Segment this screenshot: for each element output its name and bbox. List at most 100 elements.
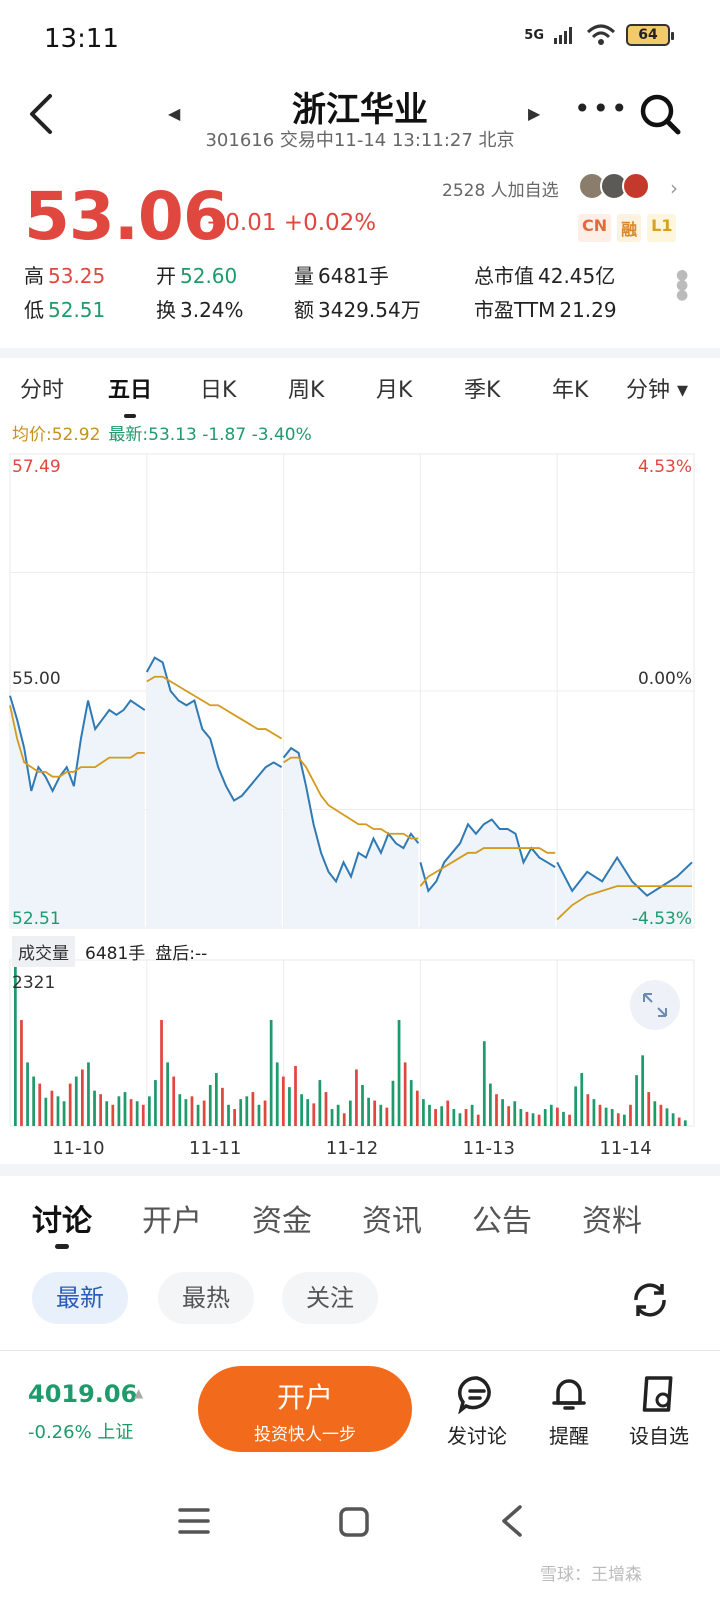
volume-bar [580, 1073, 584, 1126]
tab-five-day[interactable]: 五日 [108, 372, 152, 418]
volume-bar [227, 1104, 230, 1126]
index-change[interactable]: -0.26% 上证 [28, 1422, 134, 1443]
volume-bar [111, 1104, 115, 1126]
tab-funds[interactable]: 资金 [252, 1204, 312, 1239]
volume-bar [653, 1101, 657, 1126]
volume-bar [440, 1106, 444, 1126]
x-axis-labels: 11-10 11-11 11-12 11-13 11-14 [52, 1138, 652, 1159]
stat-value: 3.24% [180, 298, 244, 322]
tab-yearly-k[interactable]: 年K [552, 378, 589, 403]
watcher-avatars[interactable] [578, 172, 650, 200]
pct-label-bottom: -4.53% [632, 909, 692, 929]
nav-back-icon[interactable] [498, 1504, 526, 1538]
tab-minute[interactable]: 分钟 ▾ [626, 378, 689, 403]
post-discussion-label: 发讨论 [447, 1424, 507, 1448]
prev-stock-icon[interactable]: ◀ [168, 104, 181, 123]
volume-bar [123, 1092, 127, 1126]
tab-announcements[interactable]: 公告 [472, 1204, 532, 1239]
tab-monthly-k[interactable]: 月K [376, 378, 413, 403]
tab-profile[interactable]: 资料 [582, 1204, 642, 1239]
stat-value: 53.25 [48, 264, 106, 288]
average-line [146, 675, 283, 740]
volume-bar [549, 1104, 553, 1126]
average-line [419, 847, 556, 887]
volume-bar [318, 1080, 322, 1126]
stat-value: 3429.54万 [318, 298, 421, 322]
menu-icon[interactable] [178, 1506, 210, 1536]
volume-bar [306, 1099, 310, 1126]
volume-bar [428, 1104, 431, 1126]
volume-bar [93, 1090, 96, 1126]
tab-open-account[interactable]: 开户 [142, 1204, 202, 1239]
network-label: 5G [524, 27, 544, 43]
back-arrow-icon[interactable] [22, 90, 62, 138]
add-watchlist-button[interactable]: 设自选 [614, 1374, 704, 1449]
price-line [556, 855, 693, 897]
tab-quarterly-k[interactable]: 季K [464, 378, 501, 403]
watchers-count[interactable]: 2528 人加自选 [442, 181, 559, 201]
volume-bar [415, 1090, 419, 1126]
chart-legend: 均价:52.92 最新:53.13 -1.87 -3.40% [12, 420, 312, 445]
volume-bar [275, 1062, 279, 1126]
stats-more-icon[interactable]: ● ● ● [676, 267, 689, 303]
badge-cn[interactable]: CN [578, 214, 612, 242]
volume-bar [26, 1062, 29, 1126]
volume-bar [20, 1020, 23, 1126]
badge-l1[interactable]: L1 [647, 214, 677, 242]
price-line [145, 656, 283, 802]
volume-bar [312, 1103, 316, 1126]
next-stock-icon[interactable]: ▶ [528, 104, 541, 123]
y-label-top: 57.49 [12, 457, 61, 477]
price-chart[interactable]: 57.49 55.00 52.51 4.53% 0.00% -4.53% 232… [0, 450, 720, 1170]
volume-bar [446, 1100, 450, 1126]
y-label-bottom: 52.51 [12, 909, 61, 929]
stat-label: 额 [294, 298, 314, 322]
stat-high: 高 53.25 [24, 260, 105, 289]
volume-bar [50, 1090, 54, 1126]
volume-bar [476, 1114, 480, 1126]
volume-bar [62, 1101, 66, 1126]
alert-button[interactable]: 提醒 [524, 1374, 614, 1449]
more-icon[interactable]: ••• [574, 92, 630, 125]
volume-indicator-tag[interactable]: 成交量 [12, 936, 75, 967]
volume-value: 6481手 [85, 944, 146, 964]
watchlist-settings-icon [642, 1376, 673, 1412]
filter-hot[interactable]: 最热 [158, 1272, 254, 1324]
volume-bar [87, 1062, 90, 1126]
volume-bar [464, 1109, 468, 1126]
watermark: 雪球：王增森 [540, 1565, 642, 1585]
tab-discussion[interactable]: 讨论 [32, 1196, 92, 1249]
tab-weekly-k[interactable]: 周K [288, 378, 325, 403]
tab-news[interactable]: 资讯 [362, 1204, 422, 1239]
price-line [9, 695, 146, 794]
volume-bar [434, 1109, 437, 1126]
volume-bar [288, 1087, 291, 1126]
volume-bar [665, 1108, 669, 1126]
volume-bar [598, 1104, 602, 1126]
volume-header: 成交量 6481手 盘后:-- [12, 936, 207, 967]
volume-bar [330, 1109, 334, 1126]
expand-chart-icon[interactable] [630, 980, 680, 1030]
index-value[interactable]: 4019.06 [28, 1380, 138, 1408]
filter-following[interactable]: 关注 [282, 1272, 378, 1324]
volume-bar [495, 1094, 498, 1126]
post-discussion-button[interactable]: 发讨论 [432, 1374, 522, 1449]
tab-daily-k[interactable]: 日K [200, 378, 237, 403]
stock-badges: CN 融 L1 [578, 214, 677, 242]
filter-latest[interactable]: 最新 [32, 1272, 128, 1324]
chat-bubble-icon [458, 1376, 491, 1414]
alert-label: 提醒 [549, 1424, 589, 1448]
badge-margin[interactable]: 融 [617, 214, 642, 242]
volume-bar [635, 1075, 638, 1126]
refresh-icon[interactable] [628, 1278, 672, 1322]
chevron-right-icon[interactable]: › [670, 176, 678, 200]
price-line [282, 746, 420, 884]
period-tabs: 分时 五日 日K 周K 月K 季K 年K 分钟 ▾ [0, 348, 720, 418]
tab-intraday[interactable]: 分时 [20, 378, 65, 403]
open-account-button[interactable]: 开户 投资快人一步 [198, 1366, 412, 1452]
search-icon[interactable] [638, 92, 682, 136]
home-icon[interactable] [338, 1506, 370, 1538]
volume-bar [556, 1107, 559, 1126]
stat-pe: 市盈TTM 21.29 [474, 294, 617, 323]
volume-bar [196, 1104, 200, 1126]
